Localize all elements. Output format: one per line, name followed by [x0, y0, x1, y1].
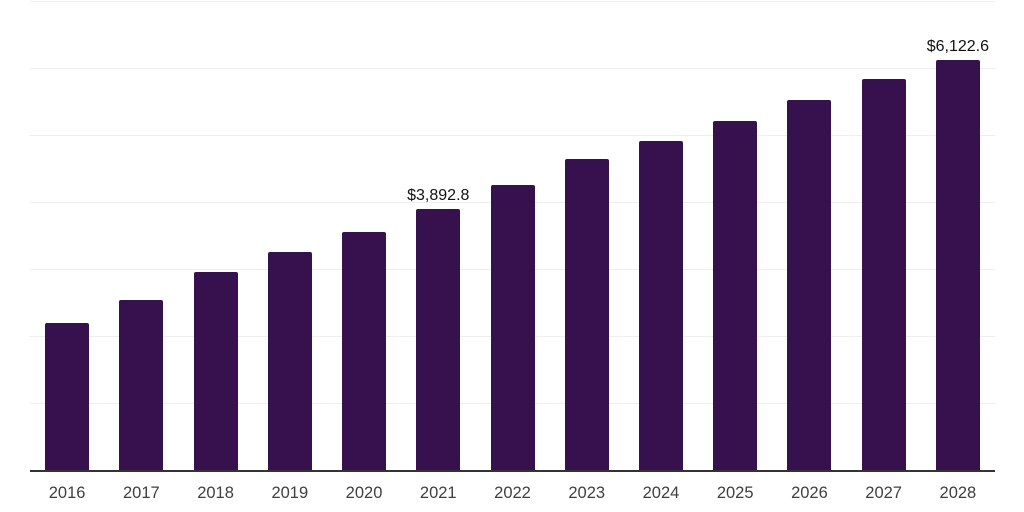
x-tick-2019: 2019 [271, 484, 309, 502]
x-tick-2028: 2028 [939, 484, 977, 502]
x-tick-2023: 2023 [568, 484, 606, 502]
x-tick-2017: 2017 [122, 484, 160, 502]
gridline-6000 [30, 68, 995, 69]
x-tick-2024: 2024 [642, 484, 680, 502]
bar-2025[interactable] [713, 120, 758, 470]
gridline-5000 [30, 135, 995, 136]
x-tick-2022: 2022 [494, 484, 531, 502]
bar-2024[interactable] [638, 141, 683, 470]
bar-2026[interactable] [787, 100, 832, 470]
bar-2022[interactable] [490, 184, 535, 470]
x-tick-2018: 2018 [197, 484, 234, 502]
x-tick-2016: 2016 [48, 484, 86, 502]
bar-2020[interactable] [342, 231, 387, 470]
bar-2027[interactable] [861, 79, 906, 470]
bar-2017[interactable] [119, 299, 164, 470]
value-label-2028: $6,122.6 [926, 37, 990, 55]
bar-2018[interactable] [193, 271, 238, 470]
bar-2023[interactable] [564, 159, 609, 470]
x-axis: 2016 2017 2018 2019 2020 2021 2022 2023 2024 2025… [30, 471, 995, 511]
gridline-7000 [30, 1, 995, 2]
bar-2016[interactable] [45, 322, 90, 470]
bar-2019[interactable] [267, 251, 312, 470]
value-label-2021: $3,892.8 [407, 187, 470, 205]
x-tick-2027: 2027 [865, 484, 902, 502]
x-tick-2021: 2021 [419, 484, 457, 502]
bar-2021[interactable] [416, 209, 461, 470]
x-tick-2025: 2025 [716, 484, 754, 502]
x-tick-2026: 2026 [791, 484, 828, 502]
plot-area: $3,892.8 $6,122.6 [30, 1, 995, 472]
bar-2028[interactable] [935, 59, 980, 470]
x-tick-2020: 2020 [345, 484, 383, 502]
